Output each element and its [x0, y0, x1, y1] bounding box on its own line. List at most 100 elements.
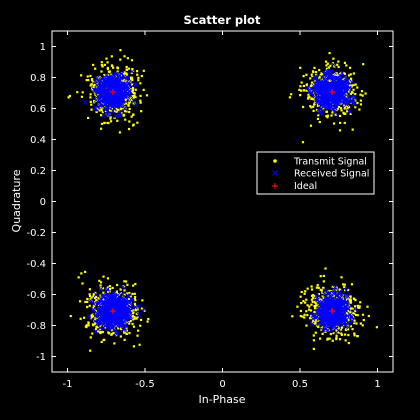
transmit-signal-point [117, 109, 120, 112]
transmit-signal-point [127, 97, 130, 100]
transmit-signal-point [349, 310, 352, 313]
transmit-signal-point [320, 72, 323, 75]
transmit-signal-point [125, 332, 128, 335]
transmit-signal-point [136, 121, 139, 124]
transmit-signal-point [336, 63, 339, 66]
transmit-signal-point [305, 324, 308, 327]
transmit-signal-point [88, 304, 91, 307]
transmit-signal-point [90, 103, 93, 106]
transmit-signal-point [115, 107, 118, 111]
transmit-signal-point [309, 77, 312, 80]
received-signal-point [324, 71, 330, 77]
transmit-signal-point [314, 88, 318, 91]
transmit-signal-point [356, 101, 359, 105]
received-signal-point [102, 107, 108, 113]
transmit-signal-point [93, 91, 96, 94]
transmit-signal-point [299, 94, 302, 97]
transmit-signal-point [340, 333, 343, 336]
transmit-signal-point [347, 333, 350, 337]
received-signal-point [325, 102, 331, 108]
y-tick-label: -0.4 [26, 259, 46, 270]
transmit-signal-point [108, 75, 111, 78]
received-signal-point [329, 321, 336, 327]
transmit-signal-point [328, 337, 331, 340]
received-signal-point [125, 293, 131, 299]
transmit-signal-point [340, 109, 343, 112]
transmit-signal-point [375, 326, 378, 329]
series-received-signal [82, 62, 358, 337]
transmit-signal-point [90, 108, 93, 111]
received-signal-point [95, 320, 101, 326]
received-signal-point [120, 284, 126, 290]
transmit-signal-point [89, 84, 92, 87]
received-signal-point [322, 322, 328, 328]
received-signal-point [132, 304, 138, 310]
transmit-signal-point [95, 110, 98, 114]
received-signal-point [112, 319, 118, 325]
transmit-signal-point [94, 318, 97, 321]
received-signal-point [340, 319, 346, 325]
transmit-signal-point [136, 308, 139, 311]
transmit-signal-point [351, 128, 354, 131]
transmit-signal-point [310, 81, 314, 84]
transmit-signal-point [133, 292, 136, 295]
transmit-signal-point [340, 276, 343, 279]
transmit-signal-point [135, 317, 138, 320]
received-signal-point [115, 292, 121, 298]
transmit-signal-point [133, 101, 136, 104]
transmit-signal-point [358, 305, 361, 308]
transmit-signal-point [140, 74, 143, 78]
transmit-signal-point [355, 322, 358, 325]
transmit-signal-point [116, 70, 119, 73]
transmit-signal-point [300, 301, 303, 305]
received-signal-point [332, 105, 338, 111]
received-signal-point [97, 299, 103, 305]
transmit-signal-point [308, 87, 311, 90]
transmit-signal-point [119, 288, 122, 291]
received-signal-point [330, 62, 336, 68]
transmit-signal-point [349, 73, 352, 76]
transmit-signal-point [129, 319, 132, 323]
transmit-signal-point [300, 81, 303, 84]
received-signal-point [321, 92, 327, 98]
received-signal-point [104, 111, 110, 117]
transmit-signal-point [134, 282, 137, 286]
transmit-signal-point [313, 103, 316, 106]
transmit-signal-point [88, 293, 91, 296]
transmit-signal-point [318, 77, 321, 80]
transmit-signal-point [128, 120, 131, 123]
transmit-signal-point [123, 71, 126, 74]
transmit-signal-point [335, 289, 338, 292]
received-signal-point [114, 86, 120, 92]
transmit-signal-point [310, 73, 313, 76]
received-signal-point [336, 304, 342, 310]
transmit-signal-point [108, 108, 112, 111]
transmit-signal-point [320, 298, 323, 301]
transmit-signal-point [125, 88, 128, 91]
transmit-signal-point [129, 303, 132, 306]
received-signal-point [312, 314, 318, 320]
received-signal-point [92, 313, 98, 319]
transmit-signal-point [131, 90, 134, 93]
transmit-signal-point [312, 98, 315, 101]
transmit-signal-point [94, 309, 97, 313]
transmit-signal-point [137, 76, 140, 79]
transmit-signal-point [116, 119, 119, 122]
transmit-signal-point [130, 88, 134, 91]
transmit-signal-point [320, 328, 323, 332]
transmit-signal-point [108, 285, 111, 288]
received-signal-point [113, 92, 119, 98]
transmit-signal-point [345, 298, 348, 301]
transmit-signal-point [308, 305, 311, 308]
transmit-signal-point [325, 115, 328, 118]
received-signal-point [115, 323, 121, 329]
transmit-signal-point [98, 279, 101, 282]
x-tick-label: 0 [219, 379, 225, 390]
transmit-signal-point [331, 295, 335, 298]
transmit-signal-point [122, 107, 125, 110]
transmit-signal-point [299, 314, 302, 318]
transmit-signal-point [107, 73, 110, 76]
transmit-signal-point [359, 322, 362, 325]
received-signal-point [325, 316, 331, 322]
transmit-signal-point [343, 104, 346, 107]
